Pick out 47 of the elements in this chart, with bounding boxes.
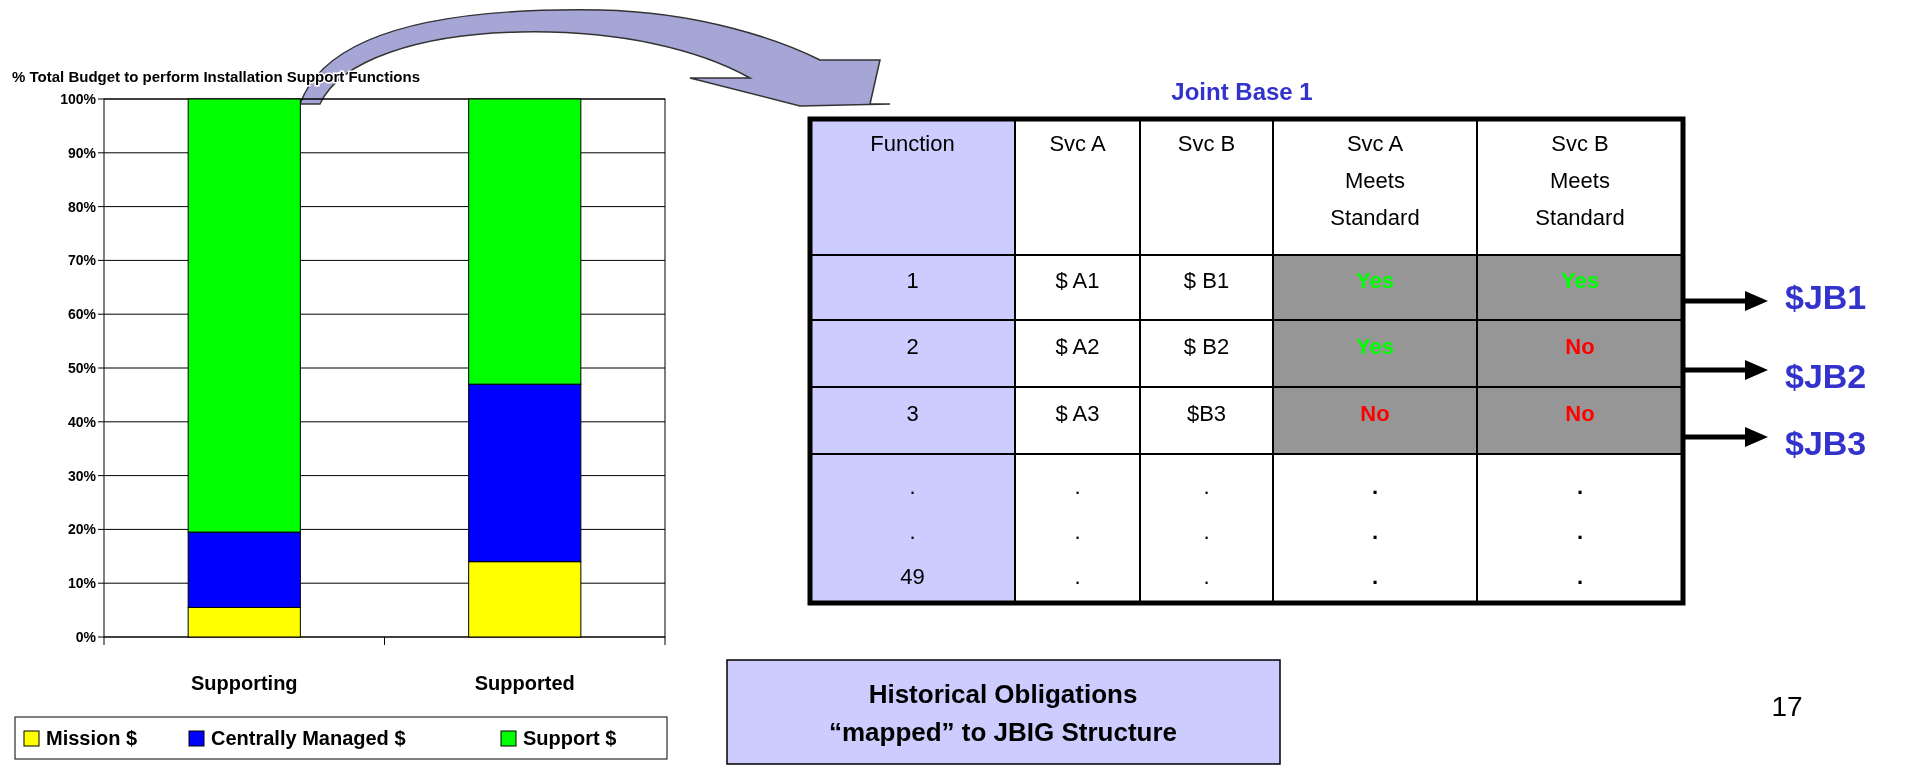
legend-label: Support $ — [523, 727, 617, 749]
y-tick-label: 30% — [67, 467, 97, 484]
category-label: Svc A — [1049, 131, 1106, 156]
text: . . . — [1074, 474, 1081, 589]
text: Yes — [1356, 267, 1394, 293]
x-tick-label: Supporting — [190, 672, 298, 694]
text: . . . — [1576, 474, 1584, 589]
text: $ A1 — [1055, 267, 1100, 293]
text: $ A2 — [1055, 333, 1100, 359]
text: $ A3 — [1055, 400, 1100, 426]
category-label: $JB3 — [1785, 423, 1867, 462]
text: No — [1565, 400, 1595, 426]
category-label: $JB2 — [1785, 356, 1867, 395]
text: $ B1 — [1183, 267, 1230, 293]
text: 3 — [906, 400, 919, 426]
y-tick-label: 60% — [67, 306, 97, 323]
legend-label: Centrally Managed $ — [211, 727, 406, 749]
y-tick-label: 100% — [60, 90, 97, 107]
text: 2 — [906, 333, 919, 359]
legend-label: Mission $ — [46, 727, 138, 749]
text: Historical Obligations “mapped” to JBIG Structure — [828, 679, 1178, 747]
y-tick-label: 20% — [67, 521, 97, 538]
y-tick-label: 80% — [67, 198, 97, 215]
x-tick-label: Supported — [474, 672, 575, 694]
y-tick-label: 40% — [67, 413, 97, 430]
y-tick-label: 90% — [67, 144, 97, 161]
y-tick-label: 50% — [67, 359, 97, 376]
category-label: Svc A Meets Standard — [1330, 131, 1420, 230]
category-label: Svc B Meets Standard — [1535, 131, 1625, 230]
text: Yes — [1561, 267, 1599, 293]
text: Yes — [1356, 333, 1394, 359]
text: 17 — [1771, 691, 1803, 722]
category-label: $JB1 — [1785, 277, 1867, 316]
text: . . . — [1371, 474, 1379, 589]
y-tick-label: 0% — [75, 628, 97, 645]
y-tick-label: 70% — [67, 252, 97, 269]
text: . . 49 — [900, 474, 925, 589]
text: Joint Base 1 — [1171, 78, 1313, 105]
text: $ B2 — [1183, 333, 1230, 359]
text: $B3 — [1186, 400, 1227, 426]
text: . . . — [1203, 474, 1210, 589]
text: 1 — [906, 267, 919, 293]
text: No — [1565, 333, 1595, 359]
category-label: Function — [870, 131, 955, 156]
category-label: Svc B — [1177, 131, 1236, 156]
text: No — [1360, 400, 1390, 426]
y-tick-label: 10% — [67, 575, 97, 592]
